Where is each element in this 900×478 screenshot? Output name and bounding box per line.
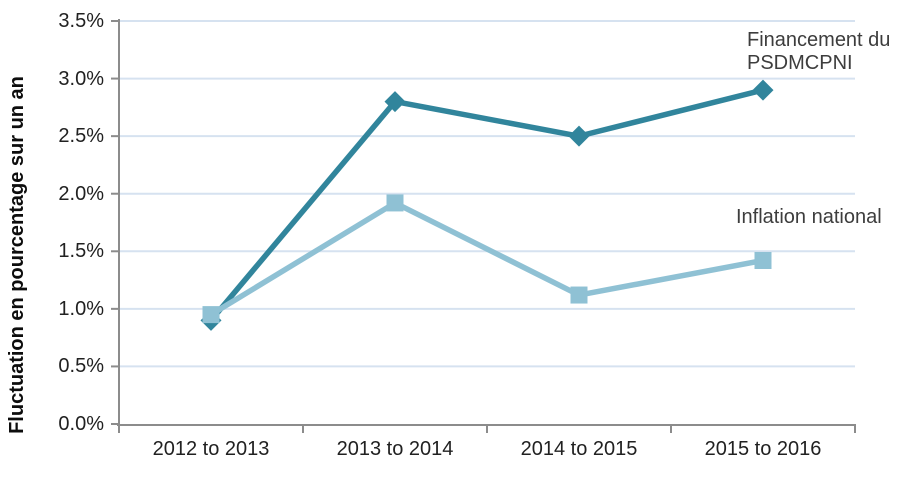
y-tick-label: 1.5% (58, 240, 104, 263)
y-tick-label: 0.0% (58, 413, 104, 435)
square-marker (386, 194, 404, 212)
y-tick-label: 2.5% (58, 125, 104, 148)
y-tick-label: 3.5% (58, 10, 104, 32)
x-category-label: 2012 to 2013 (152, 438, 270, 460)
series-label-financement: Financement du PSDMCPNI (747, 29, 891, 74)
series-line-diamond (208, 87, 766, 324)
diamond-marker (752, 79, 774, 101)
x-category-label: 2015 to 2016 (704, 438, 822, 460)
diamond-marker (568, 125, 590, 147)
square-marker (570, 286, 588, 304)
diamond-marker (384, 91, 406, 113)
square-marker (754, 251, 772, 269)
x-category-label: 2013 to 2014 (336, 438, 454, 460)
square-marker (202, 306, 220, 324)
series-label-inflation: Inflation national (736, 206, 882, 228)
x-category-label: 2014 to 2015 (520, 438, 638, 460)
y-tick-label: 0.5% (58, 355, 104, 378)
y-tick-label: 1.0% (58, 297, 104, 320)
y-tick-label: 3.0% (58, 67, 104, 90)
series-line-square (208, 200, 766, 318)
y-tick-label: 2.0% (58, 182, 104, 205)
